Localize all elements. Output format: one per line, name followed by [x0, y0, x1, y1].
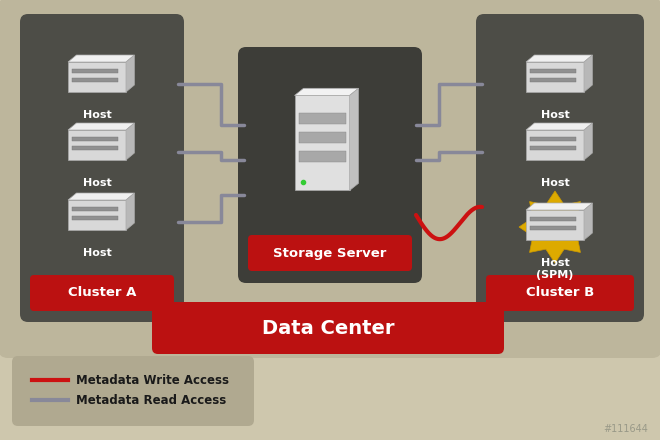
Text: Cluster A: Cluster A	[68, 286, 136, 300]
Polygon shape	[584, 55, 593, 92]
Text: #111644: #111644	[603, 424, 648, 434]
Bar	[72, 70, 118, 73]
Polygon shape	[126, 55, 135, 92]
Bar	[298, 113, 345, 124]
Polygon shape	[294, 95, 350, 191]
FancyBboxPatch shape	[248, 235, 412, 271]
Bar	[72, 147, 118, 150]
Polygon shape	[126, 123, 135, 160]
FancyBboxPatch shape	[12, 356, 254, 426]
Polygon shape	[526, 130, 584, 160]
Text: Data Center: Data Center	[262, 319, 394, 337]
FancyBboxPatch shape	[486, 275, 634, 311]
Polygon shape	[526, 62, 584, 92]
Text: Metadata Read Access: Metadata Read Access	[76, 393, 226, 407]
Text: Cluster B: Cluster B	[526, 286, 594, 300]
FancyBboxPatch shape	[30, 275, 174, 311]
Bar	[530, 78, 576, 82]
Polygon shape	[350, 88, 358, 191]
Polygon shape	[68, 55, 135, 62]
Polygon shape	[68, 200, 126, 230]
Bar	[72, 78, 118, 82]
Polygon shape	[68, 123, 135, 130]
FancyBboxPatch shape	[0, 0, 660, 358]
FancyBboxPatch shape	[20, 14, 184, 322]
Polygon shape	[584, 123, 593, 160]
Bar	[530, 217, 576, 221]
Bar	[530, 147, 576, 150]
Bar	[72, 137, 118, 141]
Bar	[72, 208, 118, 211]
Polygon shape	[519, 191, 591, 263]
Polygon shape	[68, 130, 126, 160]
Polygon shape	[68, 62, 126, 92]
FancyBboxPatch shape	[238, 47, 422, 283]
Polygon shape	[294, 88, 358, 95]
Bar	[72, 216, 118, 220]
Bar	[530, 70, 576, 73]
Text: Host: Host	[541, 178, 570, 188]
Text: Host: Host	[82, 110, 112, 120]
FancyBboxPatch shape	[476, 14, 644, 322]
Polygon shape	[526, 55, 593, 62]
Polygon shape	[68, 193, 135, 200]
Text: Host
(SPM): Host (SPM)	[537, 258, 574, 279]
Text: Storage Server: Storage Server	[273, 246, 387, 260]
Polygon shape	[526, 123, 593, 130]
Bar	[530, 227, 576, 231]
Text: Host: Host	[541, 110, 570, 120]
Text: Host: Host	[82, 248, 112, 258]
Polygon shape	[526, 203, 593, 210]
Polygon shape	[126, 193, 135, 230]
Bar	[530, 137, 576, 141]
Text: Host: Host	[82, 178, 112, 188]
FancyBboxPatch shape	[152, 302, 504, 354]
Polygon shape	[584, 203, 593, 240]
Bar	[298, 150, 345, 162]
Text: Metadata Write Access: Metadata Write Access	[76, 374, 229, 386]
Polygon shape	[526, 210, 584, 240]
Bar	[298, 132, 345, 143]
